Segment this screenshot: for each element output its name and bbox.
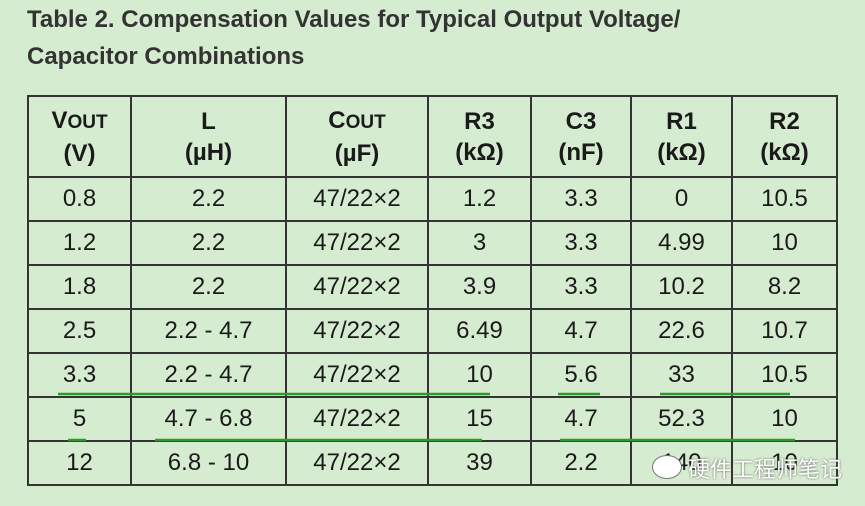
table-cell: 4.99 xyxy=(630,220,733,266)
table-cell: 4.7 xyxy=(530,396,632,442)
table-cell: 47/22×2 xyxy=(285,352,429,398)
table-row: 1.8 2.2 47/22×2 3.9 3.3 10.2 8.2 xyxy=(27,264,838,310)
symbol: C3 xyxy=(565,107,597,135)
table-cell: 22.6 xyxy=(630,308,733,354)
table-cell: 10 xyxy=(731,220,838,266)
header-unit: (µF) xyxy=(334,139,380,167)
header-unit: (V) xyxy=(63,139,96,167)
header-cell: R1 (kΩ) xyxy=(630,95,733,178)
header-symbol: L xyxy=(132,106,285,137)
table-cell: 3.3 xyxy=(530,264,632,310)
table-cell: 4.7 xyxy=(530,308,632,354)
header-symbol: R3 xyxy=(429,106,530,137)
table-cell: 15 xyxy=(427,396,532,442)
header-cell: R3 (kΩ) xyxy=(427,95,532,178)
watermark-icon xyxy=(652,455,682,479)
table-cell: 10.5 xyxy=(731,176,838,222)
table-cell: 3.3 xyxy=(27,352,132,398)
table-cell: 47/22×2 xyxy=(285,440,429,486)
table-cell: 3.3 xyxy=(530,220,632,266)
table-cell: 10 xyxy=(731,396,838,442)
header-symbol: R2 xyxy=(733,106,836,137)
table-cell: 2.2 xyxy=(130,176,287,222)
table-cell: 39 xyxy=(427,440,532,486)
table-cell: 0 xyxy=(630,176,733,222)
table-cell: 4.7 - 6.8 xyxy=(130,396,287,442)
table-cell: 5.6 xyxy=(530,352,632,398)
symbol: L xyxy=(201,107,216,135)
symbol: R2 xyxy=(769,107,800,135)
table-cell: 2.2 xyxy=(130,264,287,310)
watermark: 硬件工程师笔记 xyxy=(688,457,843,482)
header-cell: VOUT (V) xyxy=(27,95,132,178)
subscript: OUT xyxy=(345,111,386,133)
header-unit: (kΩ) xyxy=(657,138,706,166)
table-cell: 2.5 xyxy=(27,308,132,354)
table-cell: 47/22×2 xyxy=(285,308,429,354)
table-cell: 1.8 xyxy=(27,264,132,310)
table-cell: 8.2 xyxy=(731,264,838,310)
table-cell: 1.2 xyxy=(27,220,132,266)
table-cell: 2.2 - 4.7 xyxy=(130,308,287,354)
table-cell: 2.2 xyxy=(130,220,287,266)
symbol: V xyxy=(51,106,68,134)
table-cell: 12 xyxy=(27,440,132,486)
table-title: Table 2. Compensation Values for Typical… xyxy=(27,6,681,33)
table-row: 1.2 2.2 47/22×2 3 3.3 4.99 10 xyxy=(27,220,838,266)
table-row: 2.5 2.2 - 4.7 47/22×2 6.49 4.7 22.6 10.7 xyxy=(27,308,838,354)
table-cell: 3.9 xyxy=(427,264,532,310)
header-cell: COUT (µF) xyxy=(285,95,429,178)
table-cell: 0.8 xyxy=(27,176,132,222)
header-symbol: VOUT xyxy=(29,105,130,138)
table-cell: 2.2 - 4.7 xyxy=(130,352,287,398)
table-cell: 10.5 xyxy=(731,352,838,398)
table-cell: 6.8 - 10 xyxy=(130,440,287,486)
header-symbol: COUT xyxy=(287,105,427,138)
header-unit: (µH) xyxy=(184,138,233,166)
table-cell: 10.2 xyxy=(630,264,733,310)
table-title: Capacitor Combinations xyxy=(27,43,305,70)
table-cell: 2.2 xyxy=(530,440,632,486)
subscript: OUT xyxy=(67,111,108,133)
header-symbol: C3 xyxy=(532,106,630,137)
symbol: R3 xyxy=(464,107,495,135)
symbol: R1 xyxy=(666,107,697,135)
table-row: 0.8 2.2 47/22×2 1.2 3.3 0 10.5 xyxy=(27,176,838,222)
table-cell: 47/22×2 xyxy=(285,264,429,310)
table-cell: 10 xyxy=(731,440,838,486)
table-cell: 10 xyxy=(427,352,532,398)
header-unit: (kΩ) xyxy=(760,138,809,166)
header-cell: L (µH) xyxy=(130,95,287,178)
header-cell: R2 (kΩ) xyxy=(731,95,838,178)
table-cell: 1.2 xyxy=(427,176,532,222)
symbol: C xyxy=(328,106,346,134)
table-cell: 47/22×2 xyxy=(285,176,429,222)
table-row: 3.3 2.2 - 4.7 47/22×2 10 5.6 33 10.5 xyxy=(27,352,838,398)
table-cell: 33 xyxy=(630,352,733,398)
table-cell: 6.49 xyxy=(427,308,532,354)
table-cell: 47/22×2 xyxy=(285,220,429,266)
header-unit: (nF) xyxy=(558,138,604,166)
header-symbol: R1 xyxy=(632,106,731,137)
table-row: 12 6.8 - 10 47/22×2 39 2.2 140 10 xyxy=(27,440,838,486)
table-cell: 3 xyxy=(427,220,532,266)
header-row: VOUT (V) L (µH) COUT (µF) R3 (kΩ) C3 (nF) R1 (kΩ) R2… xyxy=(27,95,838,178)
header-cell: C3 (nF) xyxy=(530,95,632,178)
table-cell: 3.3 xyxy=(530,176,632,222)
compensation-table: VOUT (V) L (µH) COUT (µF) R3 (kΩ) C3 (nF) R1 (kΩ) R2… xyxy=(27,95,838,486)
header-unit: (kΩ) xyxy=(455,138,504,166)
table-cell: 10.7 xyxy=(731,308,838,354)
